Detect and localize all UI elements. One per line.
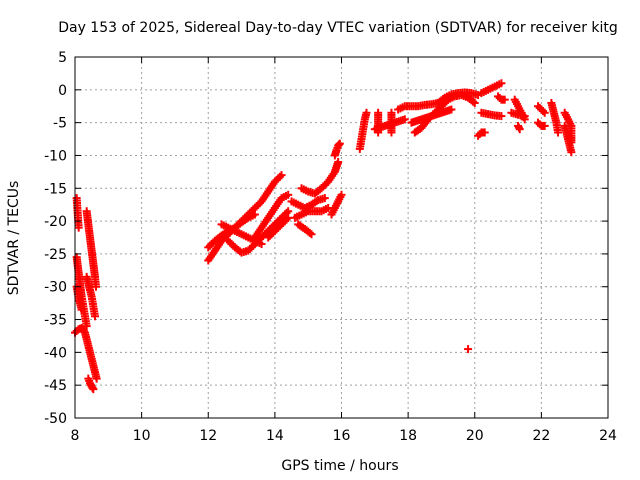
data-point — [387, 128, 396, 137]
data-point — [79, 327, 88, 336]
data-point — [335, 139, 344, 148]
x-tick-label: 8 — [71, 428, 80, 444]
data-point — [554, 128, 563, 137]
data-point — [334, 158, 343, 167]
y-tick-label: -15 — [44, 181, 67, 197]
data-point — [284, 190, 293, 199]
data-point — [520, 112, 529, 121]
data-point — [74, 223, 83, 232]
data-point — [337, 190, 346, 199]
x-tick-label: 22 — [532, 428, 550, 444]
data-point — [469, 97, 478, 106]
data-point — [500, 95, 509, 104]
data-point — [540, 108, 549, 117]
data-point — [362, 108, 371, 117]
data-points — [71, 79, 576, 394]
data-point — [480, 128, 489, 137]
x-tick-label: 24 — [599, 428, 617, 444]
data-point — [540, 121, 549, 130]
data-point — [305, 228, 314, 237]
data-point — [92, 374, 101, 383]
y-tick-label: -50 — [44, 411, 67, 427]
data-point — [464, 345, 473, 354]
x-tick-label: 18 — [399, 428, 417, 444]
y-tick-label: 0 — [58, 83, 67, 99]
y-tick-label: -40 — [44, 345, 67, 361]
y-tick-label: -35 — [44, 313, 67, 329]
y-tick-label: -20 — [44, 214, 67, 230]
y-tick-label: -5 — [53, 116, 67, 132]
grid — [75, 57, 608, 418]
data-point — [277, 171, 286, 180]
ticks: 8 10 12 14 16 18 20 22 24 5 0 -5 -10 -15 -20 -25 -30 -35 -… — [44, 50, 617, 444]
x-tick-label: 14 — [266, 428, 284, 444]
x-tick-label: 20 — [466, 428, 484, 444]
data-point — [307, 230, 316, 239]
data-point — [539, 107, 548, 116]
data-point — [275, 172, 284, 181]
data-point — [282, 215, 291, 224]
y-axis-label: SDTVAR / TECUs — [6, 181, 22, 296]
data-point — [320, 194, 329, 203]
y-tick-label: -45 — [44, 378, 67, 394]
x-axis-label: GPS time / hours — [281, 458, 398, 474]
data-point — [497, 79, 506, 88]
data-point — [497, 112, 506, 121]
data-point — [77, 305, 86, 314]
y-tick-label: -10 — [44, 148, 67, 164]
data-point — [515, 125, 524, 134]
x-tick-label: 10 — [133, 428, 151, 444]
chart-title: Day 153 of 2025, Sidereal Day-to-day VTE… — [58, 20, 618, 36]
y-tick-label: -30 — [44, 280, 67, 296]
data-point — [89, 385, 98, 394]
data-point — [447, 105, 456, 114]
x-tick-label: 16 — [333, 428, 351, 444]
y-tick-label: 5 — [58, 50, 67, 66]
data-point — [90, 312, 99, 321]
data-point — [91, 282, 100, 291]
data-point — [250, 210, 259, 219]
x-tick-label: 12 — [199, 428, 217, 444]
y-tick-label: -25 — [44, 247, 67, 263]
data-point — [400, 115, 409, 124]
data-point — [470, 98, 479, 107]
data-point — [567, 148, 576, 157]
